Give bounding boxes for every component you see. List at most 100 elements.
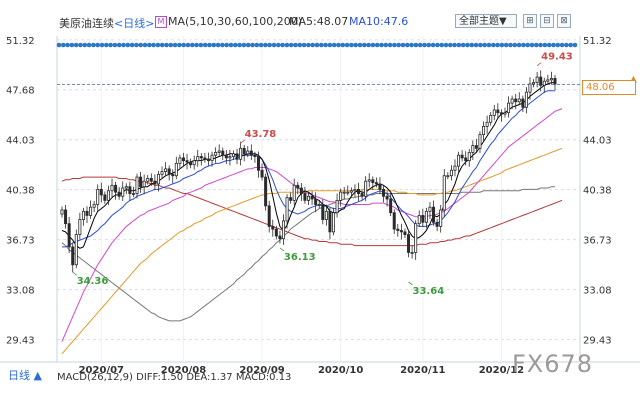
- event-marker-dot: [112, 42, 118, 48]
- candle-body: [310, 195, 314, 200]
- event-marker-dot: [370, 42, 376, 48]
- event-marker-dot: [379, 42, 384, 48]
- candle-body: [185, 160, 189, 163]
- x-tick-label: 2020/12: [479, 365, 524, 376]
- candle-body: [385, 195, 389, 200]
- event-marker-dot: [228, 42, 234, 48]
- event-marker-dot: [323, 42, 328, 48]
- candle-body: [89, 206, 93, 216]
- event-marker-dot: [121, 42, 126, 48]
- ma10-line: [62, 90, 555, 248]
- zoom-in-icon[interactable]: ⊞: [523, 14, 537, 28]
- event-marker-dot: [155, 42, 161, 48]
- annotation-pointer: [240, 139, 245, 144]
- event-marker-dot: [482, 42, 488, 48]
- candle-body: [382, 189, 386, 197]
- candle-body: [228, 156, 232, 159]
- event-marker-dot: [258, 42, 264, 48]
- event-marker-dot: [65, 42, 70, 48]
- candle-body: [449, 169, 453, 177]
- event-marker-dot: [142, 42, 148, 48]
- candle-body: [85, 210, 89, 216]
- y-tick-label-left: 47.68: [6, 86, 35, 97]
- event-marker-dot: [349, 42, 354, 48]
- candle-body: [99, 189, 103, 196]
- candle-body: [171, 173, 175, 177]
- candle-body: [510, 98, 514, 104]
- event-marker-dot: [159, 42, 165, 48]
- event-marker-dot: [512, 42, 518, 48]
- event-marker-dot: [430, 42, 436, 48]
- event-marker-dot: [254, 42, 260, 48]
- theme-dropdown-button[interactable]: 全部主题▼: [455, 14, 517, 28]
- event-marker-dot: [486, 42, 492, 48]
- y-tick-label-left: 51.32: [6, 36, 35, 47]
- ma5-value: MA5:48.07: [289, 15, 349, 28]
- candle-body: [271, 225, 275, 230]
- candle-body: [507, 102, 511, 114]
- event-marker-dot: [534, 42, 539, 48]
- annotation-high: 43.78: [245, 129, 277, 140]
- event-marker-dot: [559, 42, 565, 48]
- event-marker-dot: [439, 42, 445, 48]
- event-marker-dot: [56, 42, 62, 48]
- event-marker-dot: [220, 42, 225, 48]
- candle-body: [210, 154, 214, 162]
- event-marker-dot: [271, 42, 277, 48]
- zoom-out-icon[interactable]: ⊟: [540, 14, 554, 28]
- event-marker-dot: [443, 42, 449, 48]
- watermark-logo: FX678: [512, 350, 594, 378]
- candle-body: [546, 79, 550, 82]
- candle-body: [442, 175, 446, 211]
- candle-body: [285, 197, 289, 222]
- candle-body: [121, 187, 125, 197]
- candle-body: [289, 197, 293, 201]
- candle-body: [64, 209, 68, 225]
- y-tick-label-left: 36.73: [6, 236, 35, 247]
- event-marker-dot: [194, 42, 199, 48]
- event-marker-dot: [95, 42, 100, 48]
- reset-view-icon[interactable]: ⊠: [557, 14, 571, 28]
- candle-body: [346, 191, 350, 194]
- event-marker-dot: [237, 42, 242, 48]
- candle-body: [274, 228, 278, 237]
- annotation-pointer: [536, 62, 542, 67]
- current-price-tag: 48.06: [582, 80, 636, 95]
- period-tab-daily[interactable]: 日线 ▲: [8, 369, 42, 382]
- event-marker-dot: [495, 42, 500, 48]
- ma-settings-icon[interactable]: M: [155, 16, 167, 28]
- candle-body: [131, 193, 135, 195]
- event-marker-dot: [86, 42, 92, 48]
- event-marker-dot: [288, 42, 294, 48]
- event-marker-dot: [357, 42, 363, 48]
- y-tick-label-right: 36.73: [583, 236, 612, 247]
- x-tick-label: 2020/07: [79, 365, 124, 376]
- event-marker-dot: [104, 42, 109, 48]
- event-marker-dot: [327, 42, 333, 48]
- candle-body: [314, 198, 318, 205]
- event-marker-dot: [301, 42, 307, 48]
- candle-body: [142, 180, 146, 188]
- candle-body: [535, 76, 539, 83]
- candle-body: [303, 193, 307, 201]
- event-marker-dot: [164, 42, 169, 48]
- event-marker-dot: [284, 42, 290, 48]
- event-marker-dot: [306, 42, 311, 48]
- candle-body: [253, 154, 257, 157]
- event-marker-dot: [546, 42, 552, 48]
- event-marker-dot: [267, 42, 273, 48]
- period-selector[interactable]: <日线>: [114, 17, 155, 30]
- event-marker-dot: [405, 42, 410, 48]
- candle-body: [135, 176, 139, 194]
- candle-body: [92, 204, 96, 208]
- event-marker-dot: [224, 42, 229, 48]
- event-marker-dot: [353, 42, 359, 48]
- event-marker-dot: [310, 42, 316, 48]
- event-marker-dot: [181, 42, 186, 48]
- y-tick-label-left: 44.03: [6, 136, 35, 147]
- annotation-low: 34.36: [77, 276, 109, 287]
- event-marker-dot: [452, 42, 457, 48]
- candle-body: [489, 115, 493, 123]
- candle-body: [389, 198, 393, 214]
